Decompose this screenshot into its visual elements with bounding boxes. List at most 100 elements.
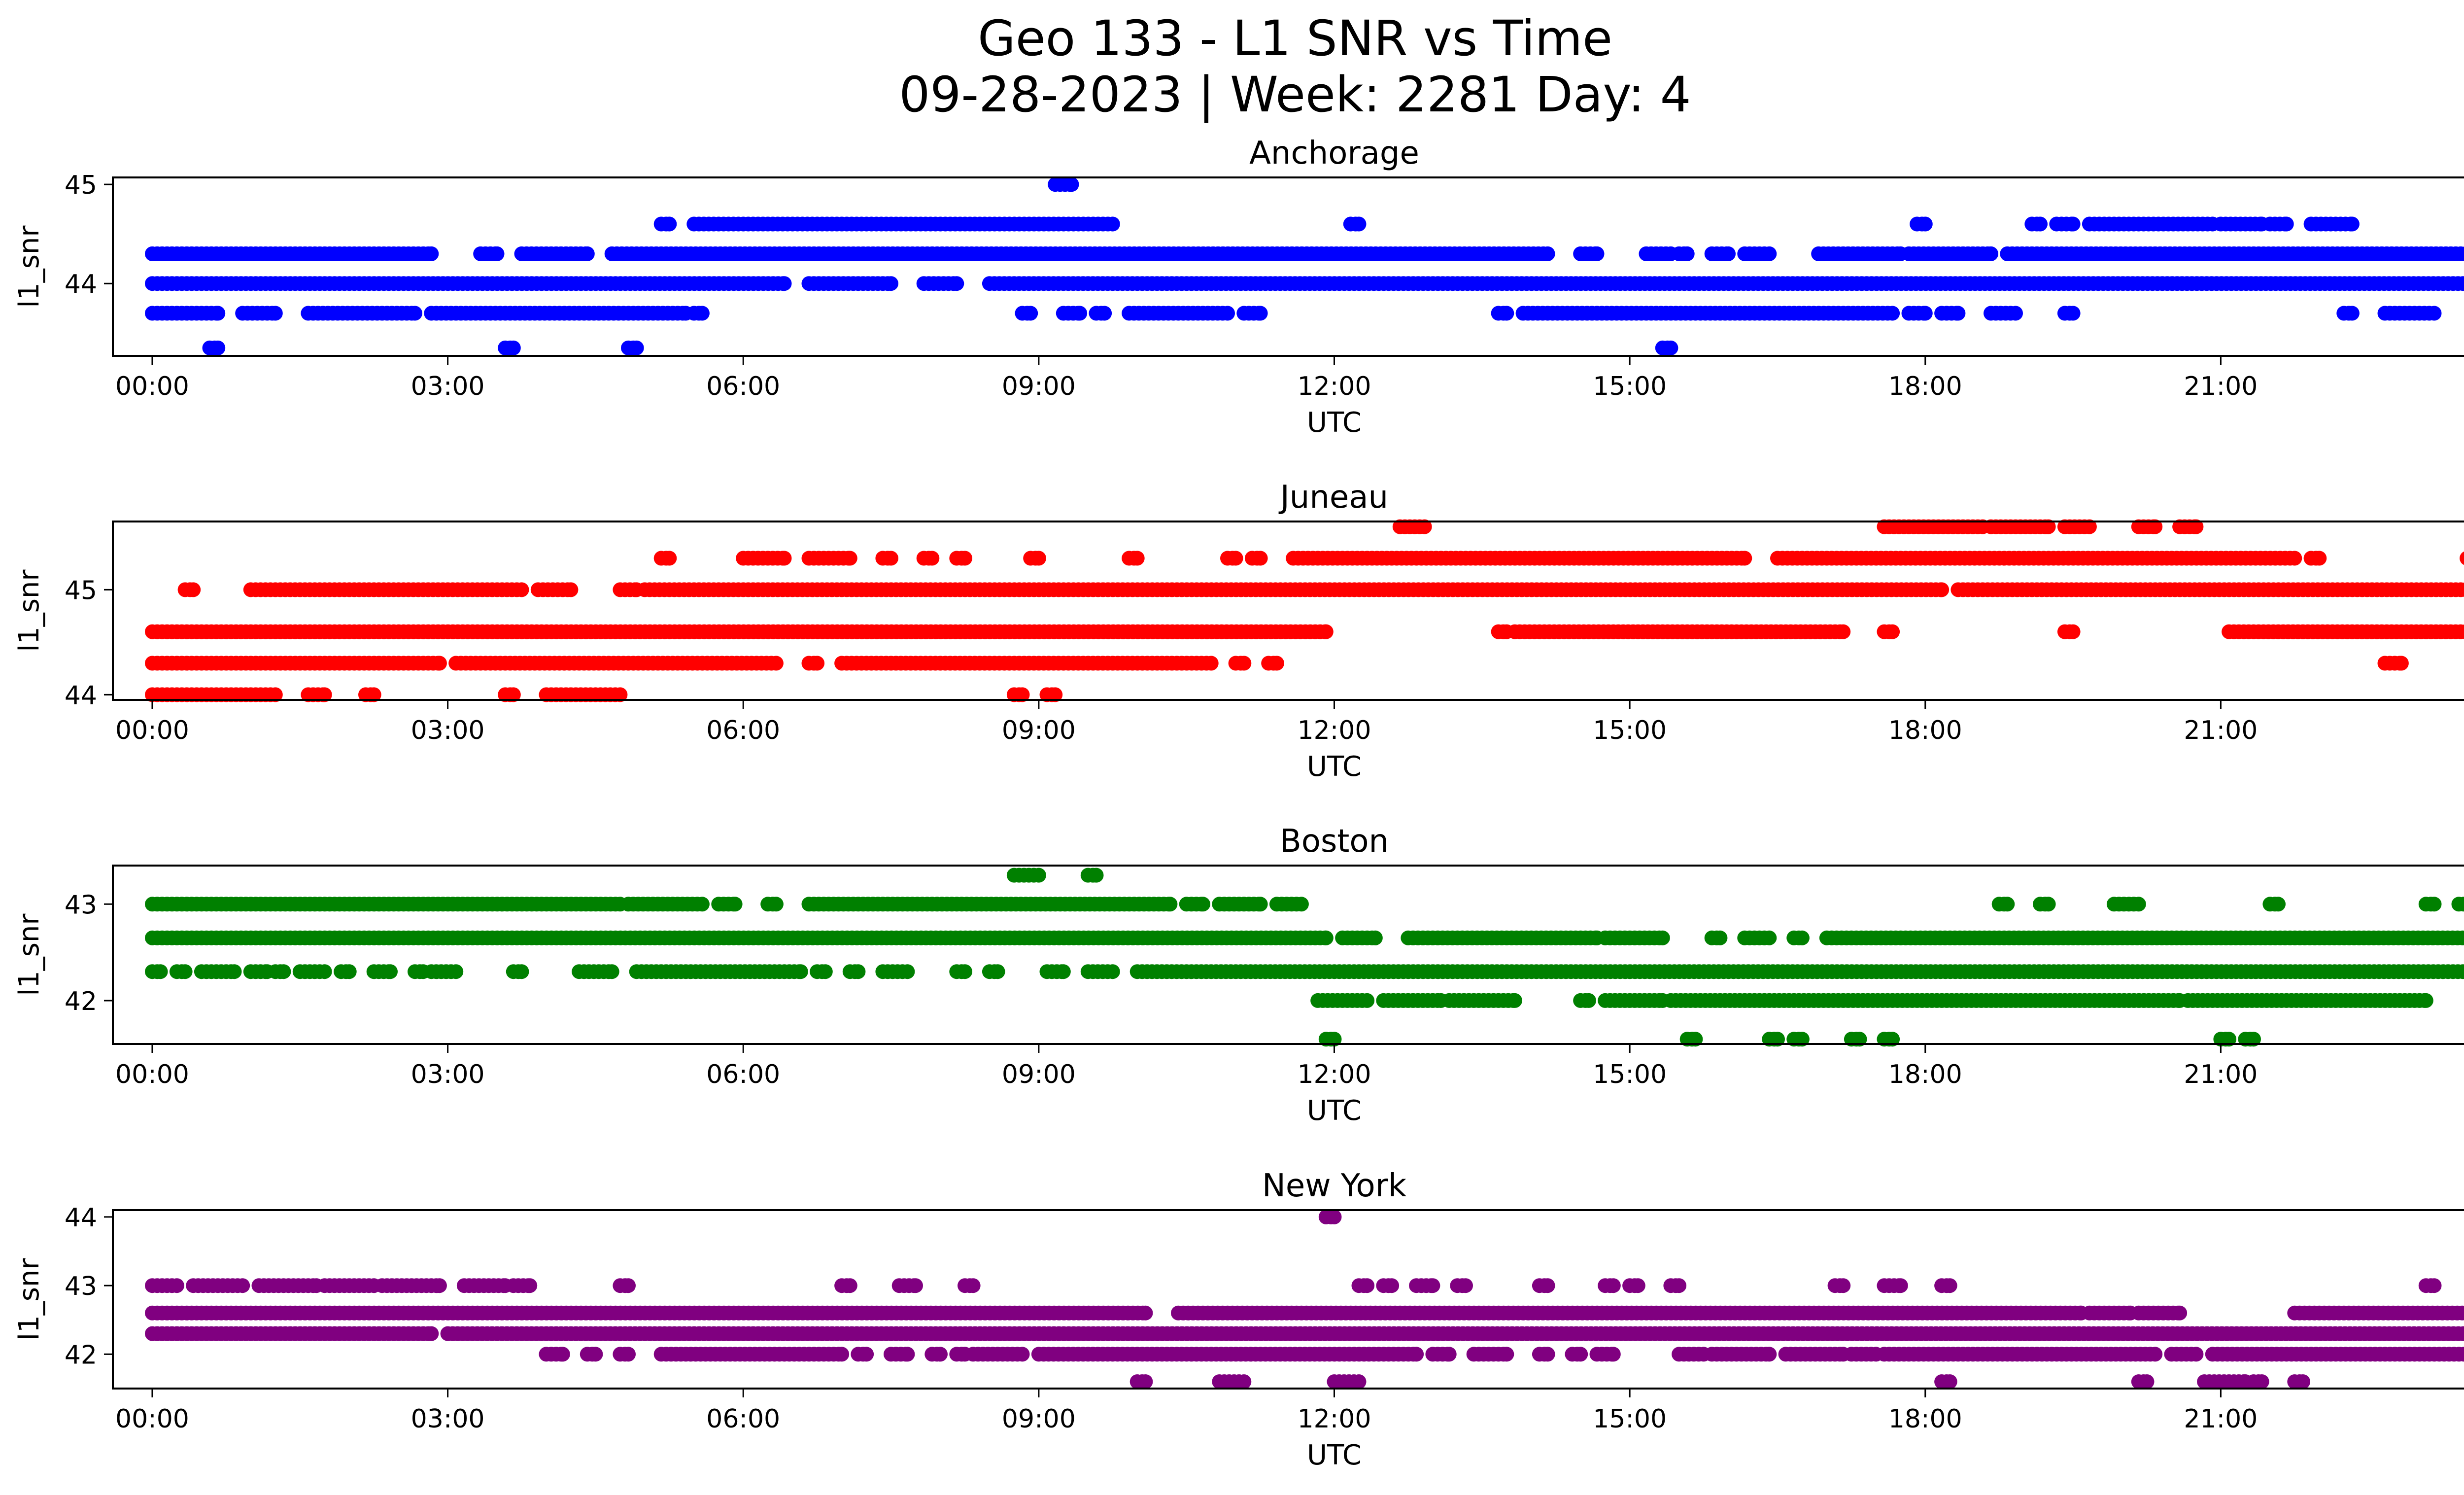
- x-axis-label-boston: UTC: [1307, 1095, 1362, 1127]
- data-point: [604, 964, 619, 979]
- data-point: [2065, 624, 2081, 639]
- data-point: [1712, 930, 1728, 945]
- point-run-anchorage-4-2: [621, 340, 644, 355]
- point-run-boston-2-14: [842, 964, 866, 979]
- point-run-boston-2-2: [194, 964, 242, 979]
- data-point: [662, 216, 677, 232]
- point-run-boston-2-4: [268, 964, 291, 979]
- data-point: [186, 582, 201, 597]
- point-run-boston-1-5: [1737, 930, 1777, 945]
- point-run-boston-0-0: [145, 897, 628, 912]
- y-axis-label-juneau: l1_snr: [13, 569, 45, 652]
- point-run-anchorage-3-2: [301, 306, 422, 321]
- point-run-anchorage-1-7: [1704, 246, 1736, 261]
- data-point: [342, 964, 357, 979]
- point-run-boston-3-5: [1663, 993, 2188, 1008]
- x-tick-label: 15:00: [1593, 716, 1667, 745]
- point-run-juneau-2-6: [2377, 656, 2409, 671]
- data-point: [1056, 964, 1071, 979]
- point-run-anchorage-0-3: [982, 276, 2464, 291]
- point-run-boston-2-9: [424, 964, 464, 979]
- point-run-new-york-1-0: [145, 1326, 439, 1341]
- point-run-juneau-1-4: [637, 582, 1950, 597]
- data-point: [1540, 246, 1555, 261]
- data-point: [1163, 897, 1178, 912]
- point-run-boston-2-11: [572, 964, 619, 979]
- data-point: [1269, 656, 1284, 671]
- data-point: [153, 964, 168, 979]
- data-point: [1984, 246, 1998, 261]
- x-tick-label: 12:00: [1298, 1060, 1371, 1089]
- figure-title-line2: 09-28-2023 | Week: 2281 Day: 4: [899, 67, 1691, 123]
- point-run-boston-1-4: [1704, 930, 1728, 945]
- data-point: [268, 306, 283, 321]
- data-point: [884, 276, 898, 291]
- point-run-juneau-0-3: [1877, 624, 1900, 639]
- point-run-boston-0-8: [1991, 897, 2015, 912]
- point-run-anchorage-1-10: [1901, 246, 1998, 261]
- point-run-anchorage-3-12: [1901, 306, 1933, 321]
- data-point: [1589, 246, 1605, 261]
- y-axis-label-boston: l1_snr: [13, 913, 45, 996]
- point-run-boston-2-15: [875, 964, 915, 979]
- point-run-juneau-4-0: [653, 551, 677, 566]
- point-run-boston-2-1: [169, 964, 193, 979]
- point-run-anchorage-2-7: [2213, 216, 2269, 232]
- data-point: [2065, 306, 2081, 321]
- data-point: [1072, 306, 1088, 321]
- point-run-juneau-2-3: [834, 656, 1219, 671]
- data-point: [768, 897, 784, 912]
- data-point: [1951, 306, 1966, 321]
- data-point: [768, 656, 784, 671]
- point-run-juneau-1-0: [177, 582, 201, 597]
- point-run-anchorage-1-2: [514, 246, 595, 261]
- data-point: [2344, 306, 2360, 321]
- point-run-boston-3-0: [1310, 993, 1375, 1008]
- x-tick-label: 21:00: [2184, 372, 2258, 401]
- point-run-boston-2-12: [629, 964, 808, 979]
- x-tick-label: 09:00: [1002, 372, 1076, 401]
- point-run-boston-0-6: [1212, 897, 1268, 912]
- data-point: [2287, 551, 2302, 566]
- point-run-boston-2-20: [1129, 964, 2464, 979]
- x-axis-label-juneau: UTC: [1307, 751, 1362, 783]
- data-point: [1721, 246, 1736, 261]
- point-run-boston-1-1: [1335, 930, 1383, 945]
- point-run-boston-2-19: [1080, 964, 1120, 979]
- point-run-boston-1-3: [1598, 930, 1670, 945]
- point-run-anchorage-2-3: [1910, 216, 1933, 232]
- data-point: [424, 1326, 439, 1341]
- point-run-boston-0-1: [621, 897, 710, 912]
- point-run-boston-2-17: [982, 964, 1005, 979]
- point-run-anchorage-3-14: [1984, 306, 2023, 321]
- chart-title-anchorage: Anchorage: [1249, 135, 1419, 172]
- data-point: [1253, 897, 1268, 912]
- x-tick-label: 21:00: [2184, 716, 2258, 745]
- data-point: [1917, 216, 1933, 232]
- data-point: [1360, 993, 1375, 1008]
- data-point: [1031, 868, 1046, 883]
- x-tick-label: 21:00: [2184, 1060, 2258, 1089]
- point-run-boston-0-2: [711, 897, 743, 912]
- point-run-anchorage-1-1: [473, 246, 505, 261]
- point-run-anchorage-3-17: [2377, 306, 2442, 321]
- data-point: [1203, 656, 1219, 671]
- data-point: [2458, 246, 2464, 261]
- data-point: [1679, 246, 1695, 261]
- point-run-juneau-4-9: [1244, 551, 1268, 566]
- data-point: [1105, 216, 1120, 232]
- data-point: [2041, 897, 2056, 912]
- point-run-juneau-1-1: [243, 582, 529, 597]
- point-run-anchorage-1-8: [1737, 246, 1777, 261]
- point-run-anchorage-3-11: [1515, 306, 1900, 321]
- point-run-boston-3-3: [1573, 993, 1596, 1008]
- data-point: [563, 582, 579, 597]
- x-tick-label: 12:00: [1298, 716, 1371, 745]
- point-run-anchorage-1-6: [1672, 246, 1695, 261]
- point-run-new-york-0-0: [145, 1305, 1153, 1321]
- chart-title-boston: Boston: [1280, 823, 1389, 860]
- point-run-anchorage-2-0: [653, 216, 677, 232]
- point-run-boston-3-6: [2180, 993, 2433, 1008]
- x-tick-label: 06:00: [706, 716, 780, 745]
- data-point: [1507, 993, 1522, 1008]
